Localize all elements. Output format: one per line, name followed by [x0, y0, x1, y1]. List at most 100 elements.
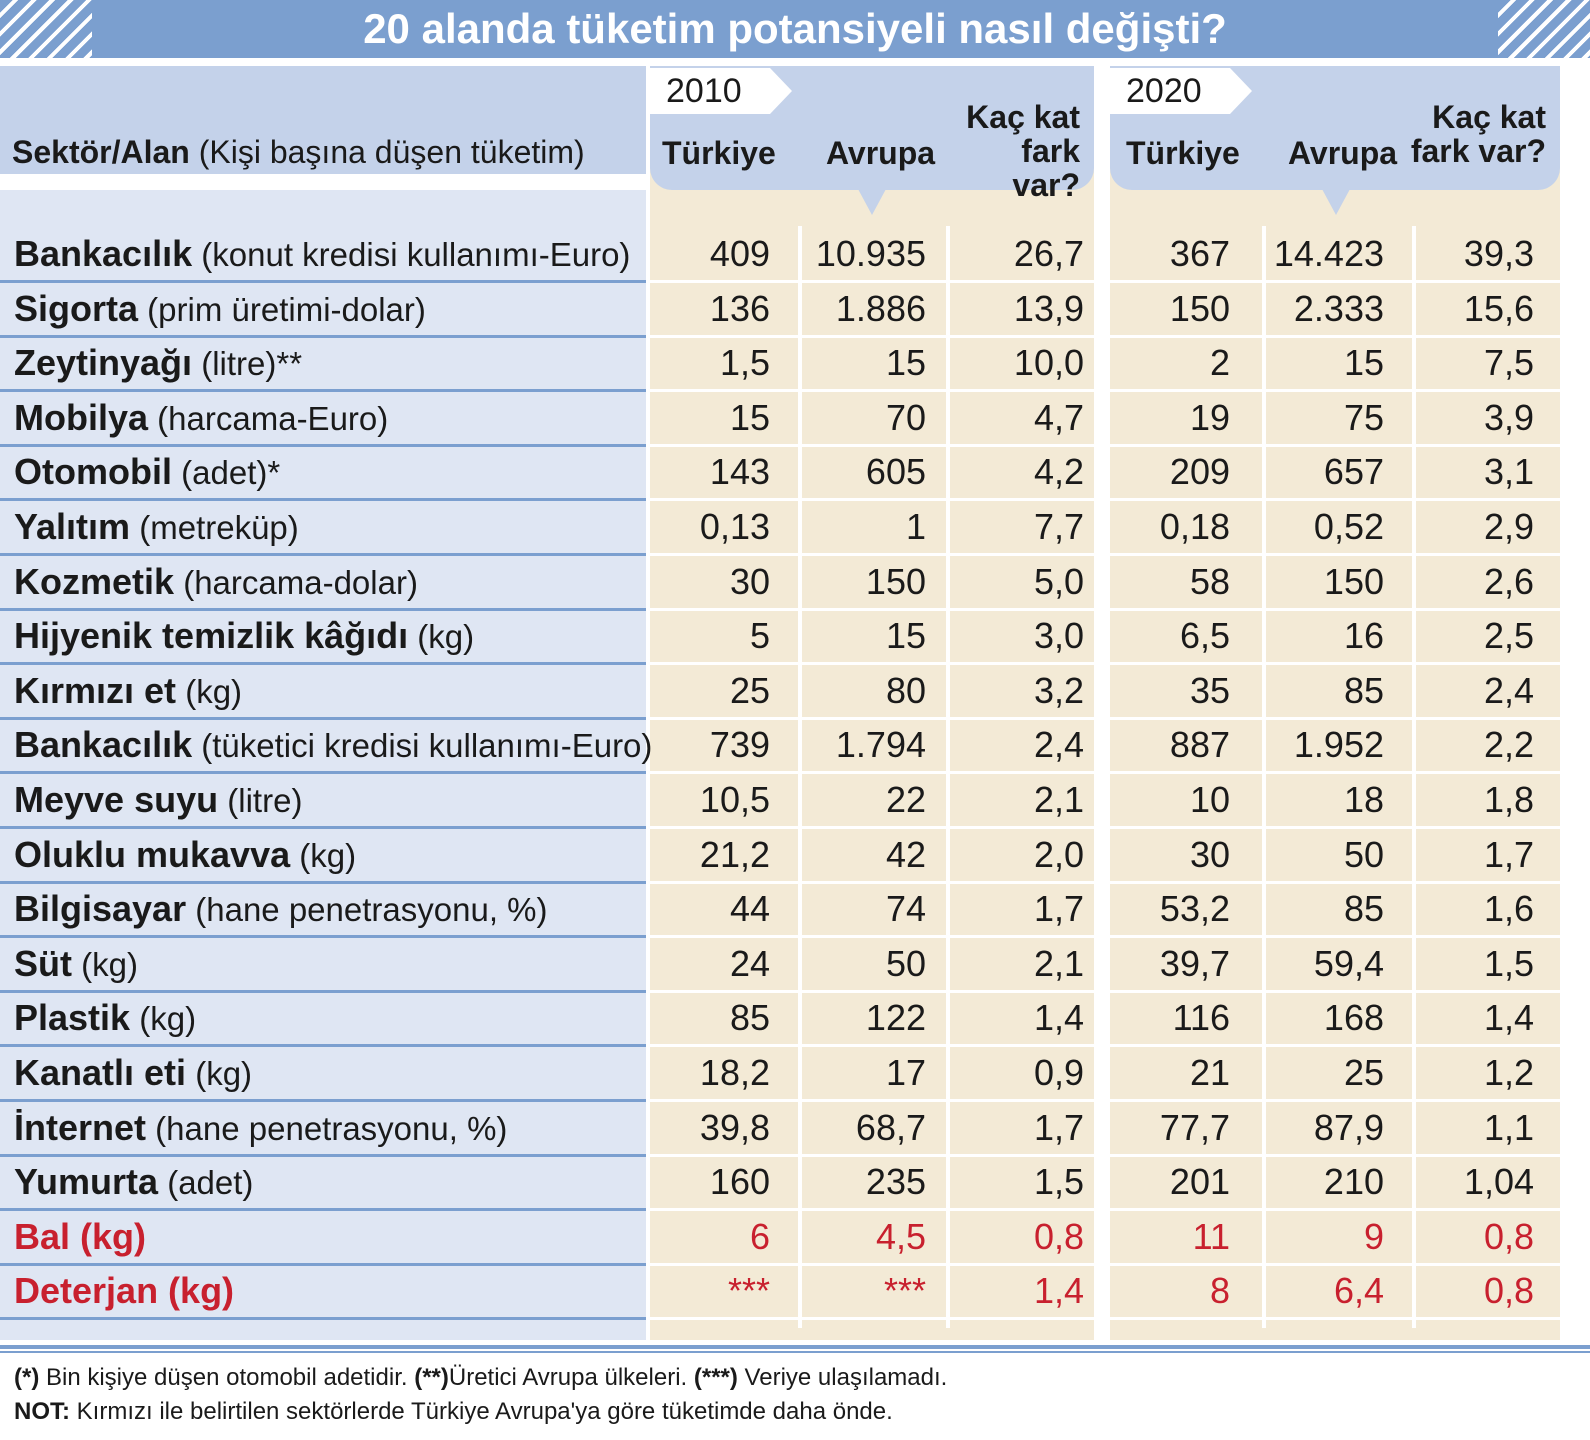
value-2020-ratio: 1,7 [1483, 833, 1534, 875]
value-2010-ratio: 26,7 [1013, 233, 1084, 274]
page-title: 20 alanda tüketim potansiyeli nasıl deği… [363, 5, 1227, 52]
year-2020-arrow [1230, 68, 1252, 114]
value-2020-europe: 85 [1343, 669, 1384, 711]
row-separator-2010 [650, 1208, 1094, 1212]
table-row: Mobilya (harcama-Euro) 15 70 4,7 19 75 3,9 [0, 390, 1590, 447]
row-label: Kırmızı et (kg) [14, 663, 242, 718]
value-2010-europe: 122 [865, 997, 926, 1039]
row-label: Kozmetik (harcama-dolar) [14, 554, 418, 609]
value-2020-ratio: 0,8 [1483, 1270, 1534, 1312]
year-2010-label: 2010 [650, 68, 792, 114]
table-row: Otomobil (adet)* 143 605 4,2 209 657 3,1 [0, 444, 1590, 502]
value-2020-ratio: 7,5 [1483, 342, 1534, 384]
row-separator-left [0, 1153, 646, 1157]
row-separator-2020 [1110, 1208, 1560, 1212]
row-separator-left [0, 389, 646, 393]
value-2010-europe: 150 [865, 560, 926, 602]
row-sector-unit: (prim üretimi-dolar) [138, 290, 426, 328]
col-2020-ratio-header: Kaç kat fark var? [1410, 100, 1546, 168]
row-separator-2020 [1110, 662, 1560, 666]
table-row: Süt (kg) 24 50 2,1 39,7 59,4 1,5 [0, 936, 1590, 993]
value-2010-ratio: 3,0 [1033, 615, 1084, 657]
row-sector-unit: (harcama-Euro) [148, 399, 389, 437]
value-2020-turkey: 35 [1189, 669, 1230, 711]
value-2020-europe: 87,9 [1313, 1106, 1384, 1148]
row-label: Meyve suyu (litre) [14, 772, 302, 827]
value-2010-ratio: 10,0 [1013, 342, 1084, 384]
year-2020-text: 2020 [1126, 72, 1202, 110]
row-label: Sigorta (prim üretimi-dolar) [14, 281, 426, 336]
value-2010-europe: 42 [885, 833, 926, 875]
table-row: İnternet (hane penetrasyonu, %) 39,8 68,7 1… [0, 1100, 1590, 1157]
row-separator-2020 [1110, 716, 1560, 720]
value-2020-europe: 150 [1323, 560, 1384, 602]
row-separator-left [0, 553, 646, 556]
row-sector-unit: (kg) [408, 618, 475, 656]
value-2010-europe: 15 [885, 615, 926, 657]
row-separator-2020 [1110, 553, 1560, 556]
value-2010-turkey: 15 [729, 396, 770, 438]
row-separator-2010 [650, 1262, 1094, 1266]
value-2010-turkey: 21,2 [699, 833, 770, 875]
value-2010-turkey: 0,13 [699, 506, 770, 547]
year-2020-label: 2020 [1110, 68, 1252, 114]
col-2020-ratio-line2: fark var? [1410, 133, 1546, 169]
row-sector-unit: (hane penetrasyonu, %) [146, 1109, 508, 1147]
table-row: Kanatlı eti (kg) 18,2 17 0,9 21 25 1,2 [0, 1045, 1590, 1102]
value-2020-turkey: 0,18 [1159, 506, 1230, 547]
col-2010-europe-header: Avrupa [826, 135, 936, 171]
row-separator-2010 [650, 498, 1094, 502]
row-separator-2010 [650, 716, 1094, 720]
row-label: Plastik (kg) [14, 990, 196, 1045]
value-2010-europe: 50 [885, 942, 926, 984]
row-separator-2010 [650, 280, 1094, 283]
row-sector-name: Yumurta [14, 1161, 159, 1203]
row-sector-name: Bal (kg) [14, 1215, 147, 1257]
value-2020-turkey: 10 [1189, 779, 1230, 820]
footnote-line-1: (*) Bin kişiye düşen otomobil adetidir. … [14, 1364, 947, 1392]
value-2010-turkey: 10,5 [699, 779, 770, 820]
row-separator-2020 [1110, 334, 1560, 338]
value-2010-europe: 235 [865, 1161, 926, 1203]
value-2020-turkey: 8 [1209, 1270, 1230, 1312]
row-separator-2010 [650, 989, 1094, 993]
row-separator-left [0, 334, 646, 338]
value-2020-europe: 168 [1323, 997, 1384, 1039]
value-2020-europe: 16 [1343, 615, 1384, 657]
value-2010-turkey: *** [727, 1270, 770, 1312]
table-row: Sigorta (prim üretimi-dolar) 136 1.886 13,9… [0, 281, 1590, 338]
hatch-decoration-right [1498, 0, 1590, 58]
value-2020-turkey: 150 [1169, 287, 1230, 329]
row-separator-left [0, 1262, 646, 1266]
value-2020-ratio: 1,8 [1483, 779, 1534, 820]
block-2010-notch [858, 189, 886, 215]
row-separator-2020 [1110, 498, 1560, 502]
divider-2010-1 [798, 226, 802, 1328]
footnote-1-b: Bin kişiye düşen otomobil adetidir. [39, 1364, 415, 1391]
value-2010-europe: 74 [885, 888, 926, 930]
value-2020-europe: 657 [1323, 451, 1384, 493]
value-2020-europe: 6,4 [1333, 1270, 1384, 1312]
footnote-line-2: NOT: Kırmızı ile belirtilen sektörlerde … [14, 1398, 893, 1426]
row-sector-name: Yalıtım [14, 506, 131, 547]
value-2010-ratio: 1,7 [1033, 1106, 1084, 1148]
row-sector-unit: (adet)* [171, 454, 281, 492]
row-sector-name: Süt [14, 942, 72, 984]
value-2020-turkey: 209 [1169, 451, 1230, 493]
value-2010-ratio: 2,4 [1033, 724, 1084, 766]
value-2020-ratio: 1,4 [1483, 997, 1534, 1039]
value-2010-ratio: 4,7 [1033, 396, 1084, 438]
table-row: Bankacılık (konut kredisi kullanımı-Euro… [0, 226, 1590, 283]
row-separator-2010 [650, 826, 1094, 829]
row-separator-2010 [650, 1099, 1094, 1102]
row-sector-name: Deterjan (kg) [14, 1270, 235, 1312]
row-sector-name: Mobilya [14, 396, 149, 438]
value-2020-turkey: 19 [1189, 396, 1230, 438]
value-2010-europe: 17 [885, 1052, 926, 1093]
value-2010-ratio: 3,2 [1033, 669, 1084, 711]
footnote-1-d: Üretici Avrupa ülkeleri. [448, 1364, 694, 1391]
value-2020-ratio: 2,4 [1483, 669, 1534, 711]
value-2020-turkey: 6,5 [1179, 615, 1230, 657]
row-sector-unit: (litre) [218, 782, 303, 819]
